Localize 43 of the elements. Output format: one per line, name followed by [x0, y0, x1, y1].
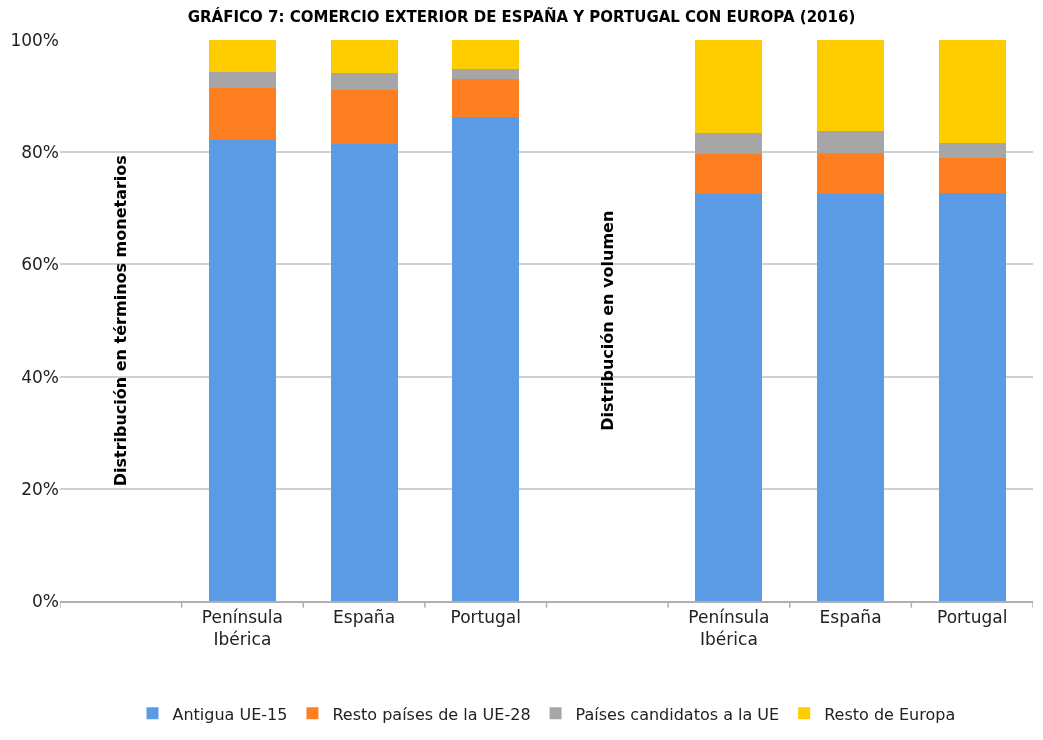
legend-label: Países candidatos a la UE — [575, 704, 780, 724]
bar — [938, 158, 1006, 193]
y-tick-label: 80% — [21, 142, 59, 163]
legend-label: Resto países de la UE-28 — [332, 704, 531, 724]
bar — [817, 153, 885, 194]
bar — [695, 153, 763, 194]
bar — [330, 89, 398, 144]
y-tick-label: 20% — [21, 478, 59, 499]
bar — [208, 88, 276, 140]
bar — [817, 40, 885, 132]
x-tick-label: España — [819, 607, 882, 628]
y-tick-label: 40% — [21, 366, 59, 387]
bar — [452, 40, 520, 70]
bar — [330, 72, 398, 90]
bar — [452, 78, 520, 118]
bar — [938, 192, 1006, 601]
bar — [817, 131, 885, 154]
bar — [208, 40, 276, 72]
y-tick-label: 100% — [10, 29, 59, 50]
x-tick-label: Península Ibérica — [688, 607, 770, 650]
y-tick-label: 0% — [32, 590, 59, 611]
bar — [208, 71, 276, 89]
bar — [938, 40, 1006, 144]
x-tick-label: Península Ibérica — [201, 607, 284, 650]
bar — [208, 139, 276, 601]
bar — [695, 193, 763, 601]
chart-title: GRÁFICO 7: COMERCIO EXTERIOR DE ESPAÑA Y PORTUGAL CON EUROPA (2016) — [187, 6, 856, 26]
legend-label: Resto de Europa — [824, 704, 956, 724]
x-tick-label: España — [333, 607, 396, 628]
bar — [695, 40, 763, 134]
bar — [695, 133, 763, 154]
x-tick-label: Portugal — [936, 607, 1008, 628]
annotation: Distribución en términos monetarios — [111, 155, 131, 487]
bar — [452, 117, 520, 601]
annotation: Distribución en volumen — [597, 210, 617, 431]
legend-label: Antigua UE-15 — [172, 704, 288, 724]
bar — [330, 40, 398, 73]
x-tick-label: Portugal — [450, 607, 521, 628]
bar — [452, 69, 520, 79]
bar — [330, 143, 398, 601]
bar — [817, 193, 885, 601]
bar — [938, 143, 1006, 159]
y-tick-label: 60% — [21, 254, 59, 275]
